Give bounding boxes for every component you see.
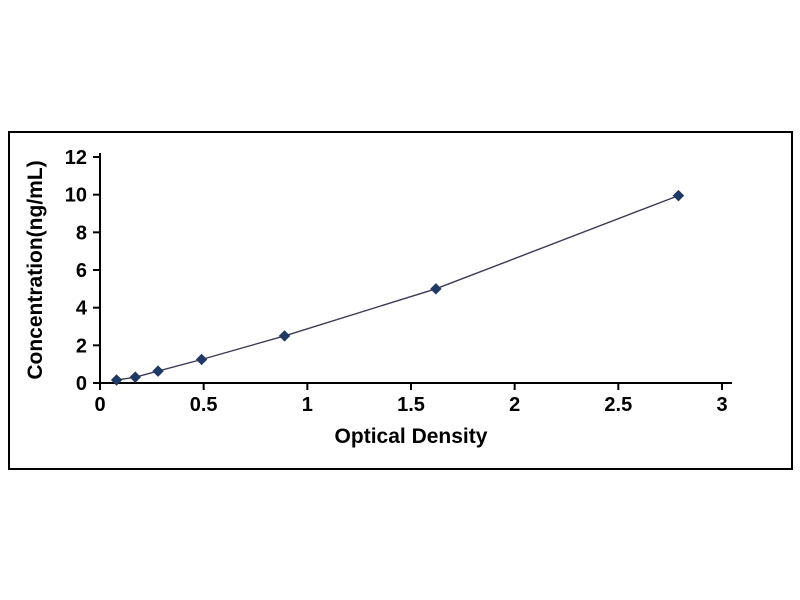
x-tick-label: 1.5	[397, 394, 425, 416]
y-tick-label: 4	[76, 298, 88, 320]
data-point	[278, 330, 291, 342]
data-point	[152, 365, 164, 377]
x-axis-label: Optical Density	[334, 425, 488, 448]
data-point	[672, 189, 685, 202]
x-tick-label: 3	[716, 394, 727, 416]
data-point	[110, 374, 123, 386]
y-axis-label: Concentration(ng/mL)	[24, 160, 47, 380]
x-tick-label: 1	[302, 394, 313, 416]
y-tick-label: 6	[76, 260, 87, 282]
data-point	[430, 283, 442, 295]
x-tick-label: 2	[509, 394, 520, 416]
data-point	[129, 371, 141, 383]
x-tick-label: 0.5	[190, 394, 218, 416]
x-tick-label: 0	[94, 394, 105, 416]
y-tick-label: 0	[76, 373, 87, 395]
y-tick-label: 10	[65, 185, 87, 207]
data-point	[195, 353, 208, 366]
chart-frame: 0 2 4 6 8 10 12 0 0.5 1 1.5 2 2.5 3 Optical Density C…	[8, 131, 793, 470]
standard-curve-chart: 0 2 4 6 8 10 12 0 0.5 1 1.5 2 2.5 3	[65, 147, 732, 416]
x-tick-label: 2.5	[604, 394, 632, 416]
y-tick-label: 12	[65, 147, 87, 169]
y-tick-label: 8	[76, 222, 87, 244]
y-tick-label: 2	[76, 335, 87, 357]
series-line	[116, 194, 679, 381]
